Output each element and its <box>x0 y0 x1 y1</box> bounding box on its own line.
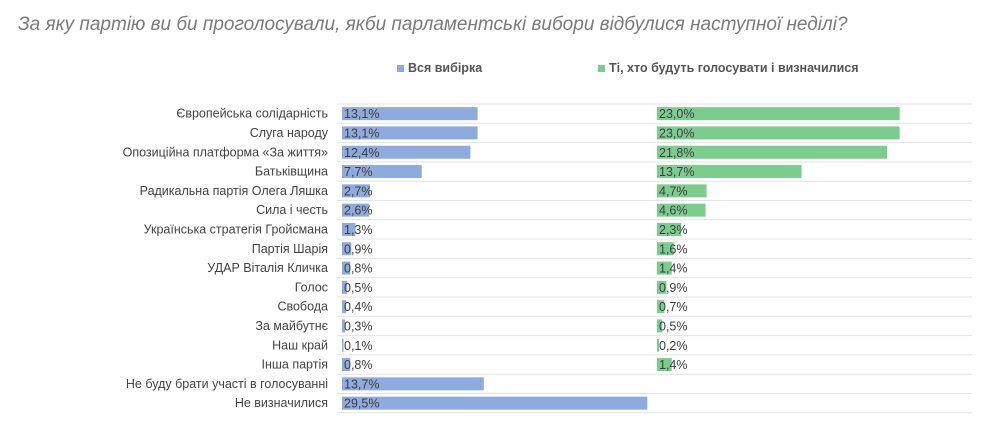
bar <box>657 242 674 256</box>
value-label: 4,6% <box>659 204 688 218</box>
bar <box>342 107 478 121</box>
bars <box>342 107 900 410</box>
value-label: 0,5% <box>659 319 688 333</box>
bar <box>657 261 672 275</box>
legend-label: Вся вибірка <box>408 61 483 75</box>
value-label: 0,7% <box>659 300 688 314</box>
value-label: 21,8% <box>659 146 694 160</box>
bar <box>342 184 370 198</box>
value-label: 0,8% <box>344 358 373 372</box>
value-label: 23,0% <box>659 107 694 121</box>
value-label: 0,3% <box>344 319 373 333</box>
bar <box>657 165 802 179</box>
bar <box>657 203 706 217</box>
value-label: 0,4% <box>344 300 373 314</box>
gridlines <box>337 103 972 414</box>
category-label: Інша партія <box>262 358 329 372</box>
value-label: 2,3% <box>659 223 688 237</box>
category-label: Свобода <box>277 300 328 314</box>
legend-swatch <box>598 65 605 72</box>
bar <box>657 358 672 372</box>
category-label: Батьківщина <box>255 165 328 179</box>
category-label: Партія Шарія <box>252 242 328 256</box>
bar <box>657 338 660 352</box>
category-label: Слуга народу <box>250 126 329 140</box>
bar <box>657 107 900 121</box>
value-label: 7,7% <box>344 165 373 179</box>
category-labels: Європейська солідарність Слуга народу Опоз… <box>123 107 329 410</box>
value-label: 0,9% <box>344 242 373 256</box>
category-label: Голос <box>295 280 328 294</box>
bar <box>342 396 648 410</box>
bar <box>657 126 900 140</box>
value-label: 2,6% <box>344 204 373 218</box>
value-label: 29,5% <box>344 397 379 411</box>
bar <box>657 319 663 333</box>
value-label: 13,7% <box>659 165 694 179</box>
value-label: 1,3% <box>344 223 373 237</box>
bar <box>657 280 667 294</box>
bar <box>657 184 707 198</box>
value-label: 4,7% <box>659 184 688 198</box>
value-label: 0,8% <box>344 262 373 276</box>
category-label: УДАР Віталія Кличка <box>207 261 328 275</box>
category-label: За майбутнє <box>255 319 328 333</box>
chart-title: За яку партію ви би проголосували, якби … <box>18 14 848 35</box>
value-label: 2,7% <box>344 184 373 198</box>
category-label: Наш край <box>272 338 328 352</box>
bar <box>342 222 356 236</box>
bar <box>342 319 346 333</box>
value-label: 0,9% <box>659 281 688 295</box>
bar <box>342 126 478 140</box>
legend-label: Ті, хто будуть голосувати і визначилися <box>609 61 859 75</box>
value-label: 23,0% <box>659 126 694 140</box>
category-label: Опозиційна платформа «За життя» <box>123 145 328 159</box>
bar <box>342 280 348 294</box>
bar <box>342 145 471 159</box>
bar <box>342 242 352 256</box>
value-label: 0,2% <box>659 339 688 353</box>
bar <box>342 261 351 275</box>
legend-swatch <box>397 65 404 72</box>
value-labels: 13,1% 13,1% 12,4% 7,7% 2,7% 2,6% 1,3% 0,9% 0,8% 0… <box>344 107 694 411</box>
category-label: Сила і честь <box>256 203 328 217</box>
category-label: Європейська солідарність <box>176 107 328 121</box>
bar <box>342 338 344 352</box>
value-label: 13,7% <box>344 377 379 391</box>
bar <box>342 165 422 179</box>
bar <box>342 377 484 391</box>
legend: Вся вибірка Ті, хто будуть голосувати і в… <box>397 61 859 75</box>
value-label: 1,4% <box>659 358 688 372</box>
value-label: 0,1% <box>344 339 373 353</box>
bar <box>657 145 887 159</box>
value-label: 1,6% <box>659 242 688 256</box>
bar <box>342 203 369 217</box>
bar <box>657 222 682 236</box>
category-label: Не буду брати участі в голосуванні <box>126 377 328 391</box>
category-label: Українська стратегія Гройсмана <box>144 222 328 236</box>
bar <box>342 358 351 372</box>
value-label: 0,5% <box>344 281 373 295</box>
value-label: 13,1% <box>344 126 379 140</box>
value-label: 12,4% <box>344 146 379 160</box>
bar <box>342 300 347 314</box>
category-label: Радикальна партія Олега Ляшка <box>140 184 328 198</box>
bar <box>657 300 665 314</box>
value-label: 1,4% <box>659 262 688 276</box>
value-label: 13,1% <box>344 107 379 121</box>
category-label: Не визначилися <box>235 396 328 410</box>
